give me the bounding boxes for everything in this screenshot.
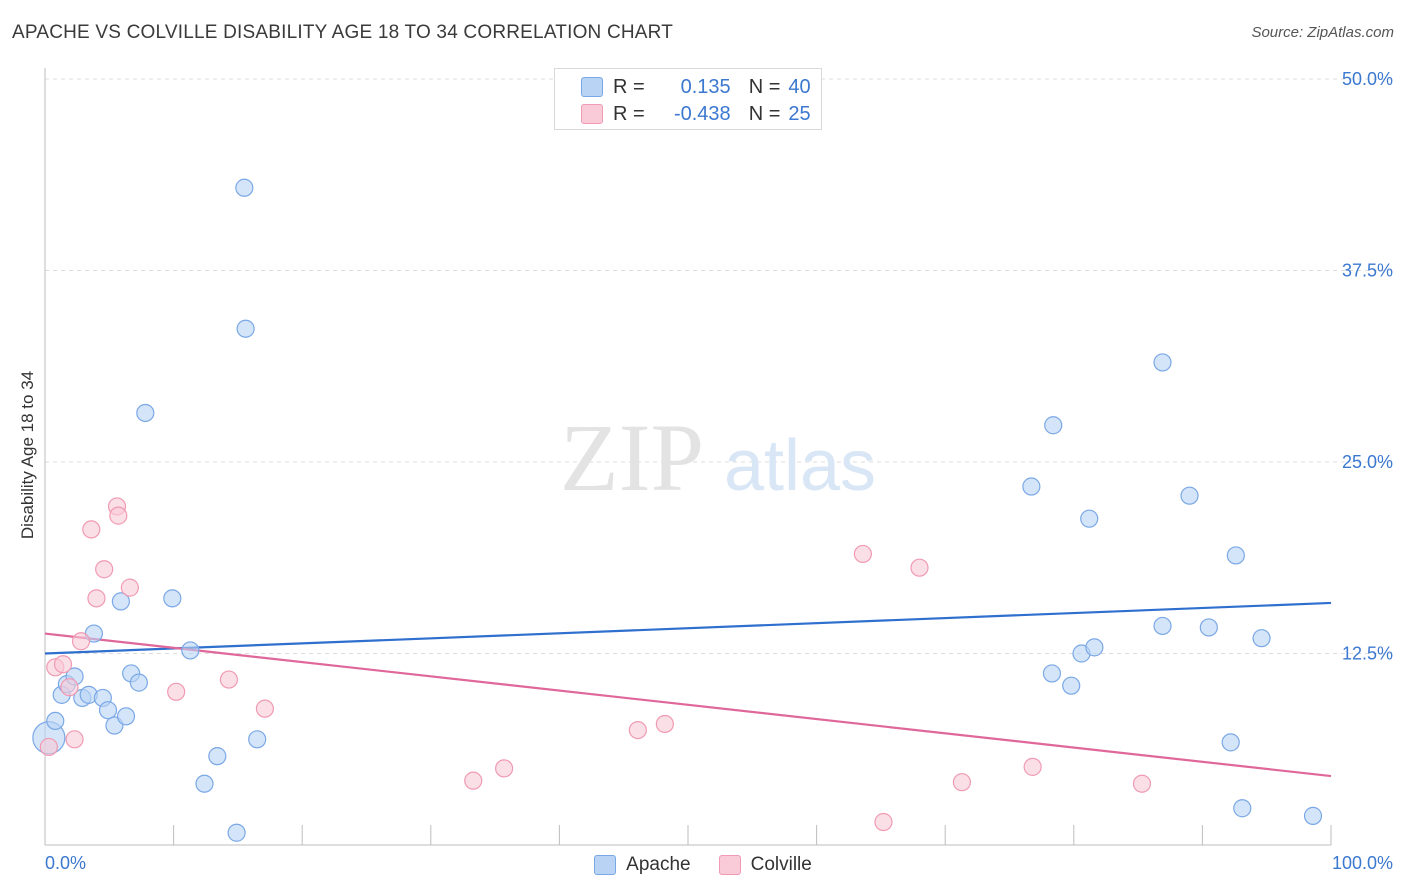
apache-point — [136, 403, 155, 423]
apache-swatch — [594, 855, 617, 875]
stats-row-colville: R = -0.438 N = 25 — [581, 101, 811, 127]
axis-layer — [44, 68, 1332, 846]
colville-point — [1132, 774, 1152, 793]
x-tick-label: 0.0% — [45, 853, 86, 873]
colville-point — [53, 655, 73, 674]
colville-point — [910, 558, 929, 577]
colville-point — [109, 506, 128, 525]
tick-labels: 12.5% 25.0% 37.5% 50.0% 0.0% 100.0% — [45, 69, 1393, 873]
apache-trend-line — [44, 601, 1332, 655]
apache-point — [1080, 509, 1099, 528]
r-label: R = — [613, 75, 645, 98]
legend-item-apache[interactable]: Apache — [594, 852, 691, 878]
watermark-atlas: atlas — [724, 426, 876, 506]
colville-point — [65, 730, 84, 749]
y-tick-label: 12.5% — [1342, 644, 1393, 664]
apache-point — [181, 641, 200, 660]
grid-layer — [45, 78, 1391, 654]
points-layer — [32, 178, 1323, 842]
chart-title: APACHE VS COLVILLE DISABILITY AGE 18 TO … — [12, 22, 674, 43]
legend-item-colville[interactable]: Colville — [718, 852, 812, 878]
y-tick-label: 37.5% — [1342, 261, 1393, 281]
n-label: N = — [748, 102, 781, 125]
x-tick-label: 100.0% — [1332, 853, 1393, 873]
series-legend: Apache Colville — [0, 852, 1406, 878]
r-value: -0.438 — [673, 102, 731, 125]
apache-swatch — [581, 77, 603, 97]
apache-point — [1062, 676, 1081, 695]
colville-point — [87, 589, 106, 608]
colville-point — [219, 670, 238, 689]
colville-point — [495, 759, 514, 778]
watermark: ZIP atlas — [560, 404, 876, 511]
r-value: 0.135 — [680, 75, 731, 98]
apache-point — [1042, 664, 1062, 683]
apache-point — [208, 747, 227, 766]
colville-point — [255, 699, 275, 718]
colville-swatch — [581, 104, 603, 124]
colville-point — [60, 678, 79, 697]
apache-point — [235, 178, 254, 197]
apache-point — [98, 701, 118, 720]
y-tick-label: 50.0% — [1342, 69, 1393, 89]
apache-point — [248, 730, 267, 749]
colville-trend-line — [44, 632, 1332, 778]
apache-point — [1233, 799, 1252, 818]
r-label: R = — [613, 102, 645, 125]
apache-point — [116, 707, 136, 726]
apache-point — [1180, 486, 1199, 505]
colville-point — [853, 544, 872, 564]
watermark-zip: ZIP — [560, 404, 704, 511]
colville-point — [628, 720, 647, 740]
apache-point — [227, 823, 246, 842]
n-value: 25 — [788, 102, 811, 125]
colville-point — [71, 632, 91, 651]
apache-point — [1199, 618, 1218, 637]
colville-point — [167, 682, 186, 701]
apache-point — [163, 589, 182, 608]
apache-point — [1303, 806, 1323, 825]
colville-point — [95, 560, 114, 579]
colville-point — [464, 771, 483, 790]
stats-legend: R = 0.135 N = 40 R = -0.438 N = 25 — [554, 68, 822, 130]
apache-point — [236, 319, 255, 338]
colville-point — [39, 737, 58, 757]
colville-point — [120, 578, 139, 597]
apache-point — [1044, 416, 1063, 435]
apache-point — [1022, 477, 1041, 496]
apache-point — [1153, 353, 1172, 372]
legend-label-colville: Colville — [750, 854, 812, 875]
apache-point — [1085, 638, 1104, 657]
apache-point — [195, 774, 214, 793]
n-label: N = — [748, 75, 781, 98]
trend-lines — [44, 601, 1332, 778]
colville-point — [952, 773, 972, 792]
apache-point — [1153, 616, 1172, 636]
n-value: 40 — [788, 75, 811, 98]
y-tick-label: 25.0% — [1342, 452, 1393, 472]
colville-point — [655, 714, 674, 734]
colville-point — [82, 520, 101, 539]
apache-point — [129, 673, 148, 692]
apache-point — [111, 592, 130, 611]
stats-row-apache: R = 0.135 N = 40 — [581, 74, 811, 100]
legend-label-apache: Apache — [626, 854, 691, 875]
apache-point — [46, 711, 65, 731]
source-credit: Source: ZipAtlas.com — [1251, 24, 1394, 41]
apache-point — [1221, 733, 1240, 752]
colville-swatch — [718, 855, 741, 875]
colville-point — [1023, 757, 1042, 776]
apache-point — [1226, 546, 1245, 565]
colville-point — [874, 812, 893, 832]
apache-point — [1252, 629, 1271, 648]
